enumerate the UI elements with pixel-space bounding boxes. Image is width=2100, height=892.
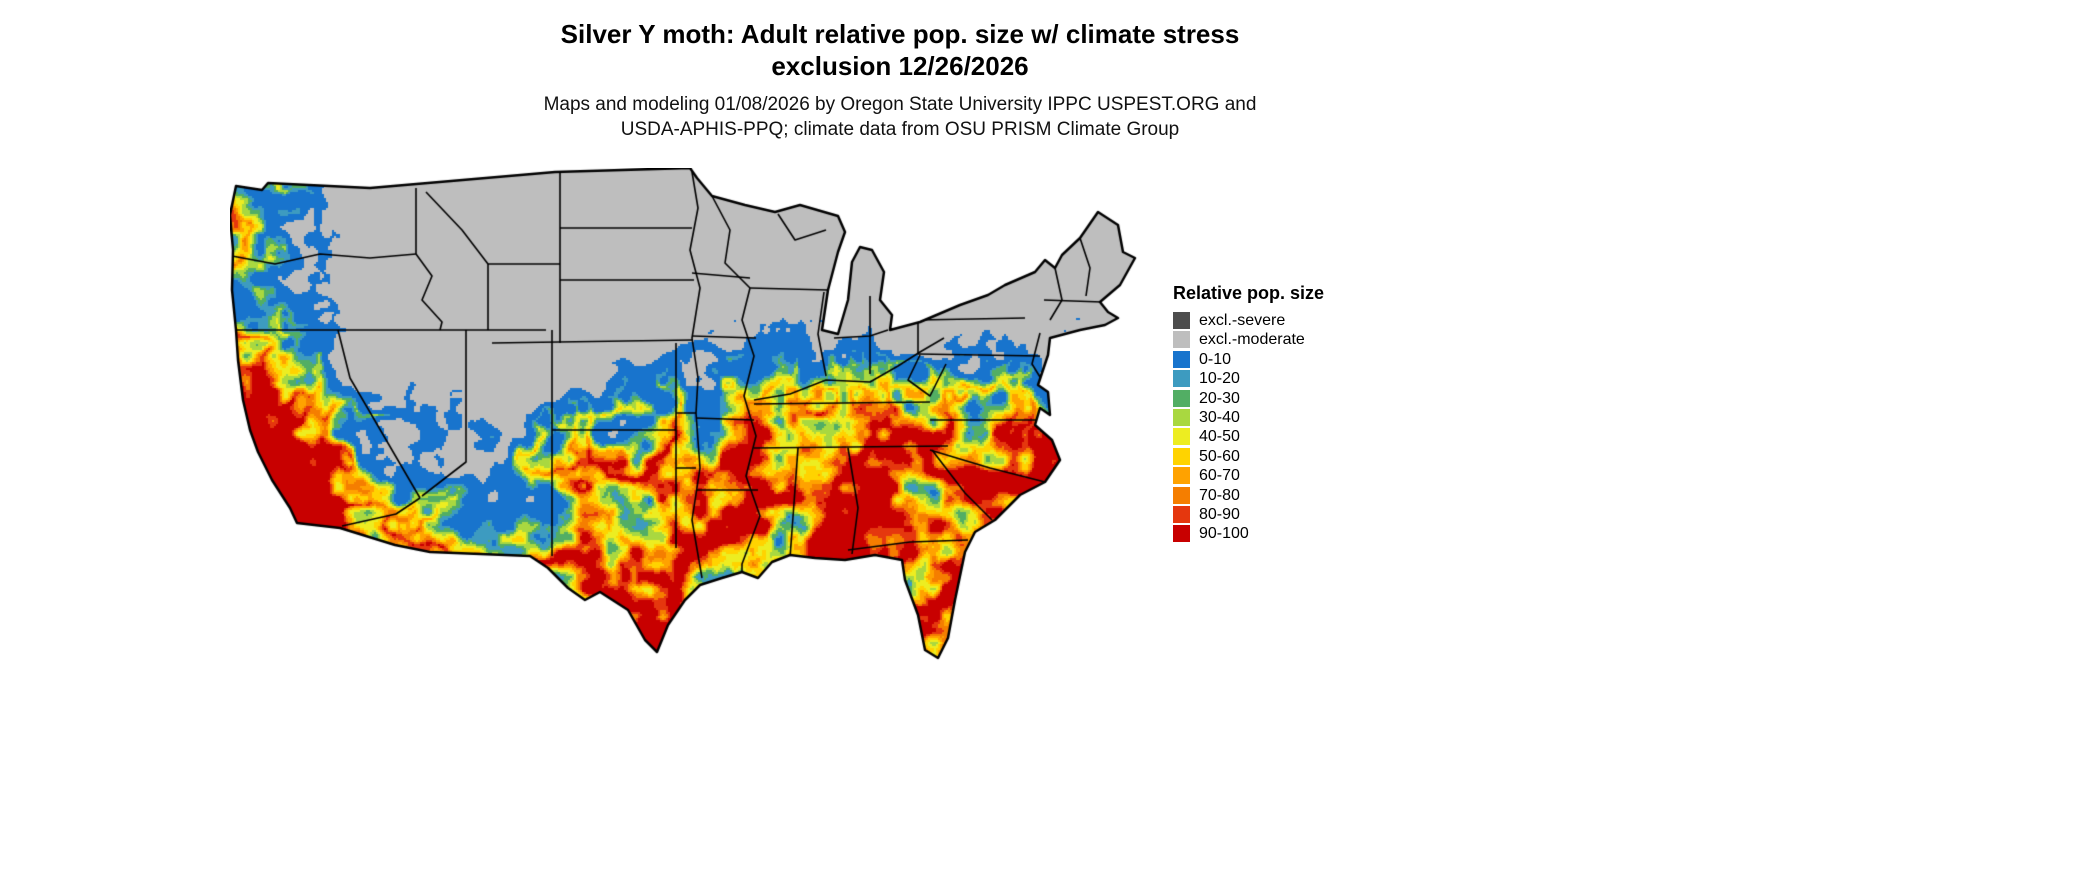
legend-label: 80-90 [1199,505,1240,523]
legend-item-90-100: 90-100 [1173,525,1393,543]
legend-swatch-40-50 [1173,428,1190,446]
usa-map [230,168,1140,665]
legend-label: 50-60 [1199,447,1240,465]
legend-title: Relative pop. size [1173,283,1325,303]
map-subtitle: Maps and modeling 01/08/2026 by Oregon S… [200,92,1600,142]
usa-map-canvas [230,168,1140,665]
legend-swatch-excl-moderate [1173,331,1190,349]
legend-label: 0-10 [1199,350,1232,368]
legend-item-80-90: 80-90 [1173,505,1393,523]
legend-label: 40-50 [1199,428,1240,446]
legend-item-excl-moderate: excl.-moderate [1173,331,1393,349]
legend-label: 20-30 [1199,389,1240,407]
legend-label: 90-100 [1199,525,1249,543]
legend-label: 60-70 [1199,467,1240,485]
legend-label: excl.-moderate [1199,331,1305,349]
legend-swatch-20-30 [1173,389,1190,407]
map-title: Silver Y moth: Adult relative pop. size … [200,18,1600,82]
legend-item-40-50: 40-50 [1173,428,1393,446]
map-title-line2: exclusion 12/26/2026 [771,51,1029,81]
legend-item-60-70: 60-70 [1173,467,1393,485]
legend-swatch-80-90 [1173,505,1190,523]
legend-swatch-excl-severe [1173,312,1190,329]
legend-item-70-80: 70-80 [1173,486,1393,504]
legend-swatch-30-40 [1173,408,1190,426]
legend: Relative pop. size excl.-severe excl.-mo… [1173,283,1393,545]
legend-label: 30-40 [1199,408,1240,426]
legend-swatch-0-10 [1173,350,1190,368]
legend-item-10-20: 10-20 [1173,370,1393,388]
legend-item-20-30: 20-30 [1173,389,1393,407]
legend-swatch-10-20 [1173,370,1190,388]
legend-swatch-70-80 [1173,486,1190,504]
legend-swatch-50-60 [1173,447,1190,465]
legend-item-30-40: 30-40 [1173,408,1393,426]
legend-item-excl-severe: excl.-severe [1173,312,1393,329]
legend-item-50-60: 50-60 [1173,447,1393,465]
legend-item-0-10: 0-10 [1173,350,1393,368]
map-title-line1: Silver Y moth: Adult relative pop. size … [560,19,1240,49]
map-subtitle-line2: USDA-APHIS-PPQ; climate data from OSU PR… [620,119,1180,140]
map-subtitle-line1: Maps and modeling 01/08/2026 by Oregon S… [543,94,1257,115]
legend-label: excl.-severe [1199,312,1286,329]
legend-swatch-90-100 [1173,525,1190,543]
legend-label: 70-80 [1199,486,1240,504]
legend-swatch-60-70 [1173,467,1190,485]
legend-label: 10-20 [1199,370,1240,388]
